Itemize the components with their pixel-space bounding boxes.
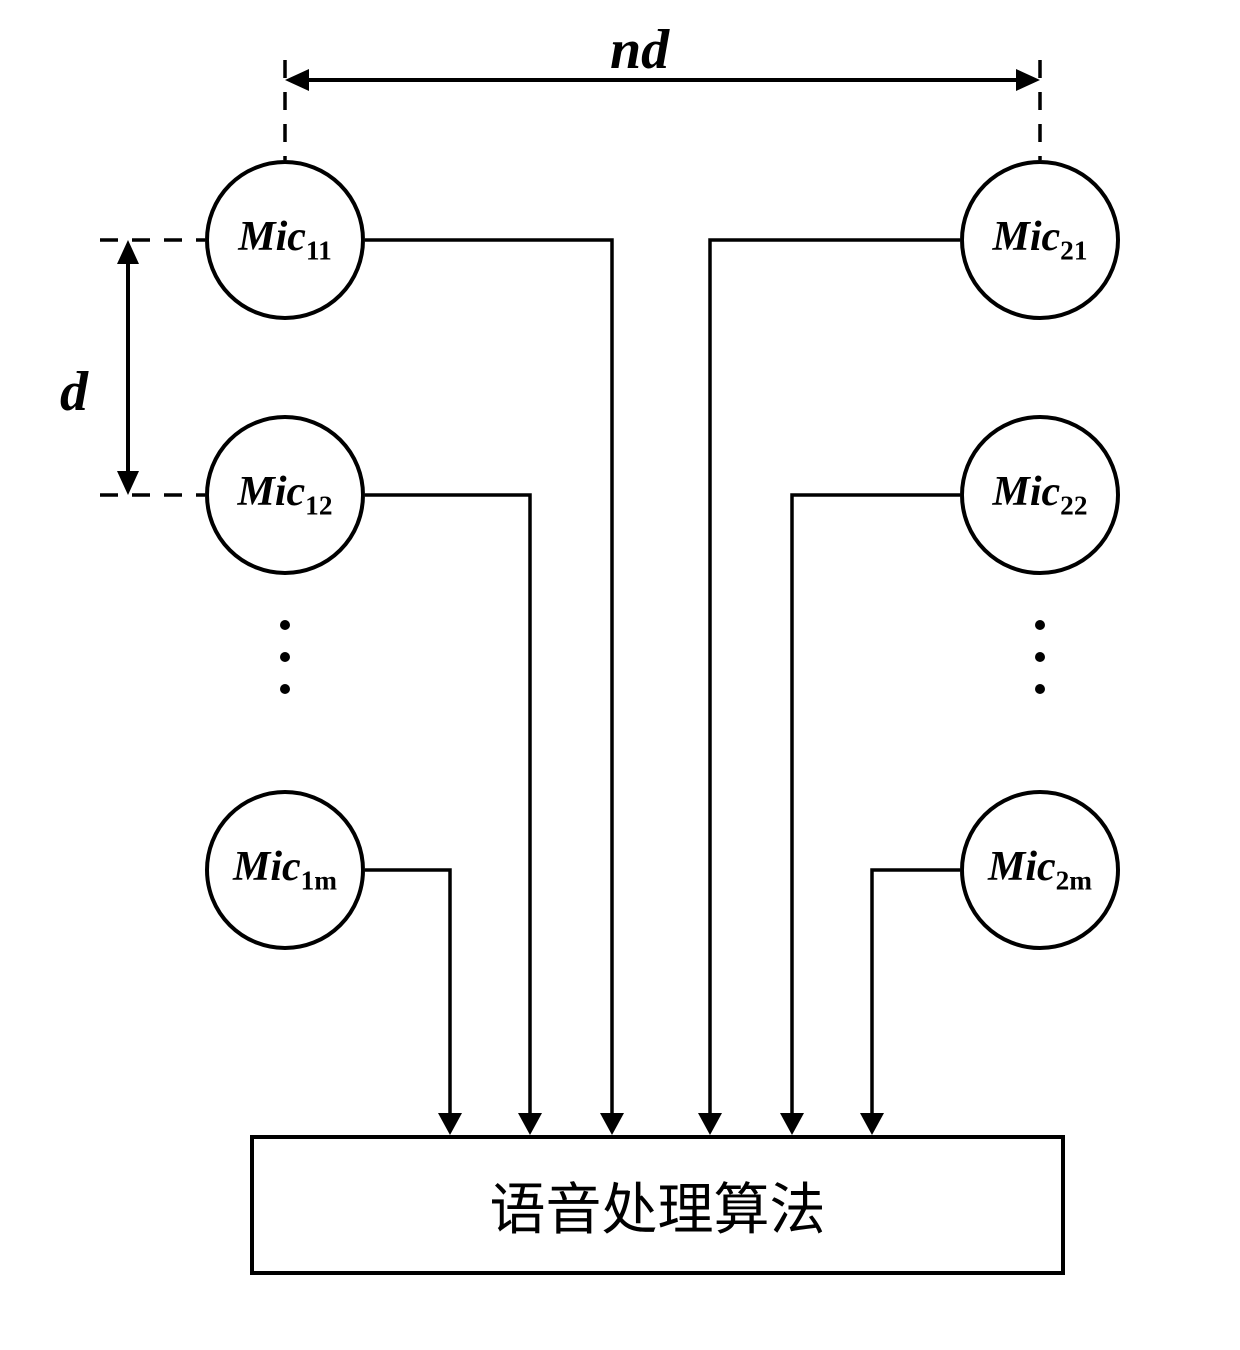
mic-left-1: Mic12 [205, 415, 365, 575]
mic-left-0-label: Mic11 [238, 213, 331, 266]
mic-right-0: Mic21 [960, 160, 1120, 320]
mic-left-2: Mic1m [205, 790, 365, 950]
dim-label-d: d [60, 360, 88, 424]
dim-label-nd: nd [610, 18, 669, 82]
mic-right-2: Mic2m [960, 790, 1120, 950]
mic-right-2-label: Mic2m [988, 843, 1092, 896]
mic-left-0: Mic11 [205, 160, 365, 320]
mic-right-1-label: Mic22 [993, 468, 1088, 521]
vdots-left [280, 620, 290, 694]
mic-right-1: Mic22 [960, 415, 1120, 575]
mic-right-0-label: Mic21 [993, 213, 1088, 266]
mic-left-2-label: Mic1m [233, 843, 337, 896]
processing-box: 语音处理算法 [250, 1135, 1065, 1275]
mic-left-1-label: Mic12 [238, 468, 333, 521]
processing-box-label: 语音处理算法 [490, 1165, 826, 1246]
vdots-right [1035, 620, 1045, 694]
